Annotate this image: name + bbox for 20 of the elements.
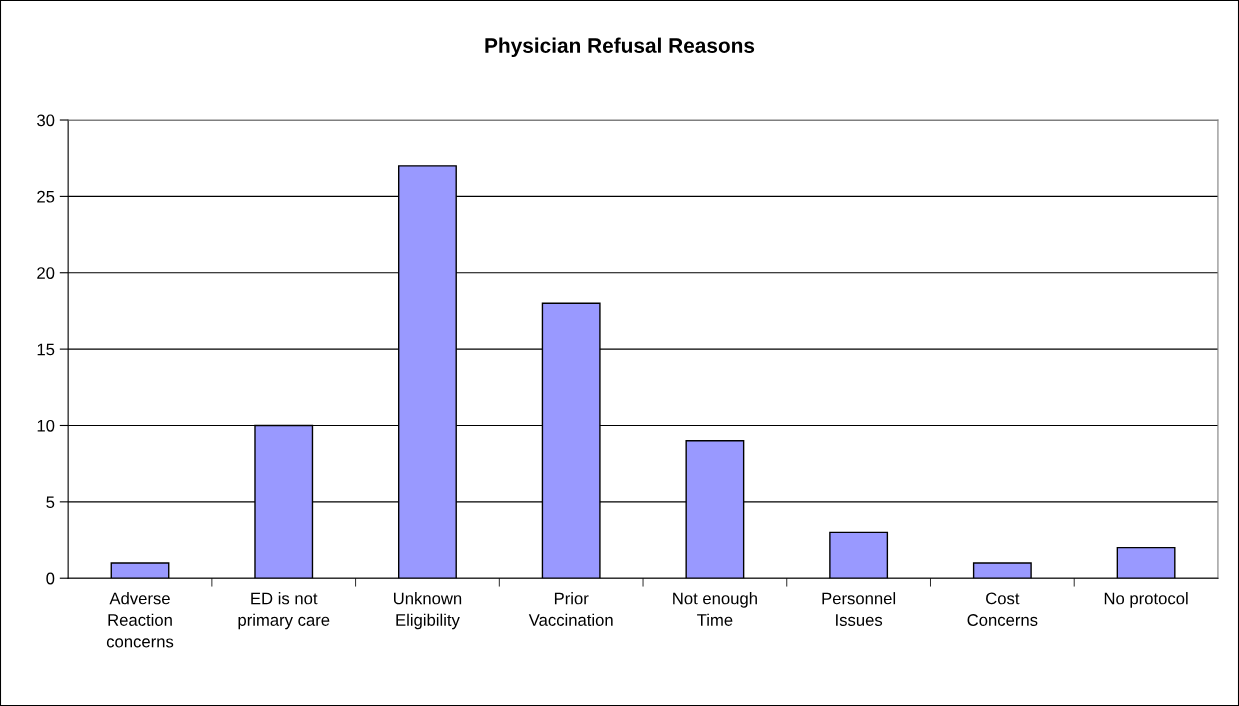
- bar: [1116, 546, 1176, 579]
- x-tick-label: Unknown Eligibility: [394, 592, 462, 630]
- x-tick-label: Prior Vaccination: [528, 592, 613, 626]
- x-tick-label: No protocol: [1104, 592, 1188, 608]
- bar: [972, 562, 1032, 579]
- chart-title: Physician Refusal Reasons: [485, 37, 755, 58]
- y-tick-label: 5: [46, 496, 55, 509]
- y-tick-label: 15: [37, 343, 55, 356]
- bar: [829, 531, 889, 579]
- x-tick-label: Adverse Reaction concerns: [106, 592, 174, 648]
- x-tick-label: ED is not primary care: [238, 592, 330, 630]
- x-tick-label: Not enough Time: [673, 592, 757, 626]
- x-tick-label: Personnel Issues: [822, 592, 896, 626]
- y-tick-label: 10: [37, 419, 55, 432]
- y-tick-label: 20: [37, 267, 55, 279]
- y-tick-label: 0: [46, 572, 55, 585]
- bar: [110, 562, 170, 579]
- y-tick-label: 30: [37, 114, 55, 127]
- y-tick-label: 25: [37, 190, 55, 203]
- x-tick-label: Cost Concerns: [967, 592, 1038, 626]
